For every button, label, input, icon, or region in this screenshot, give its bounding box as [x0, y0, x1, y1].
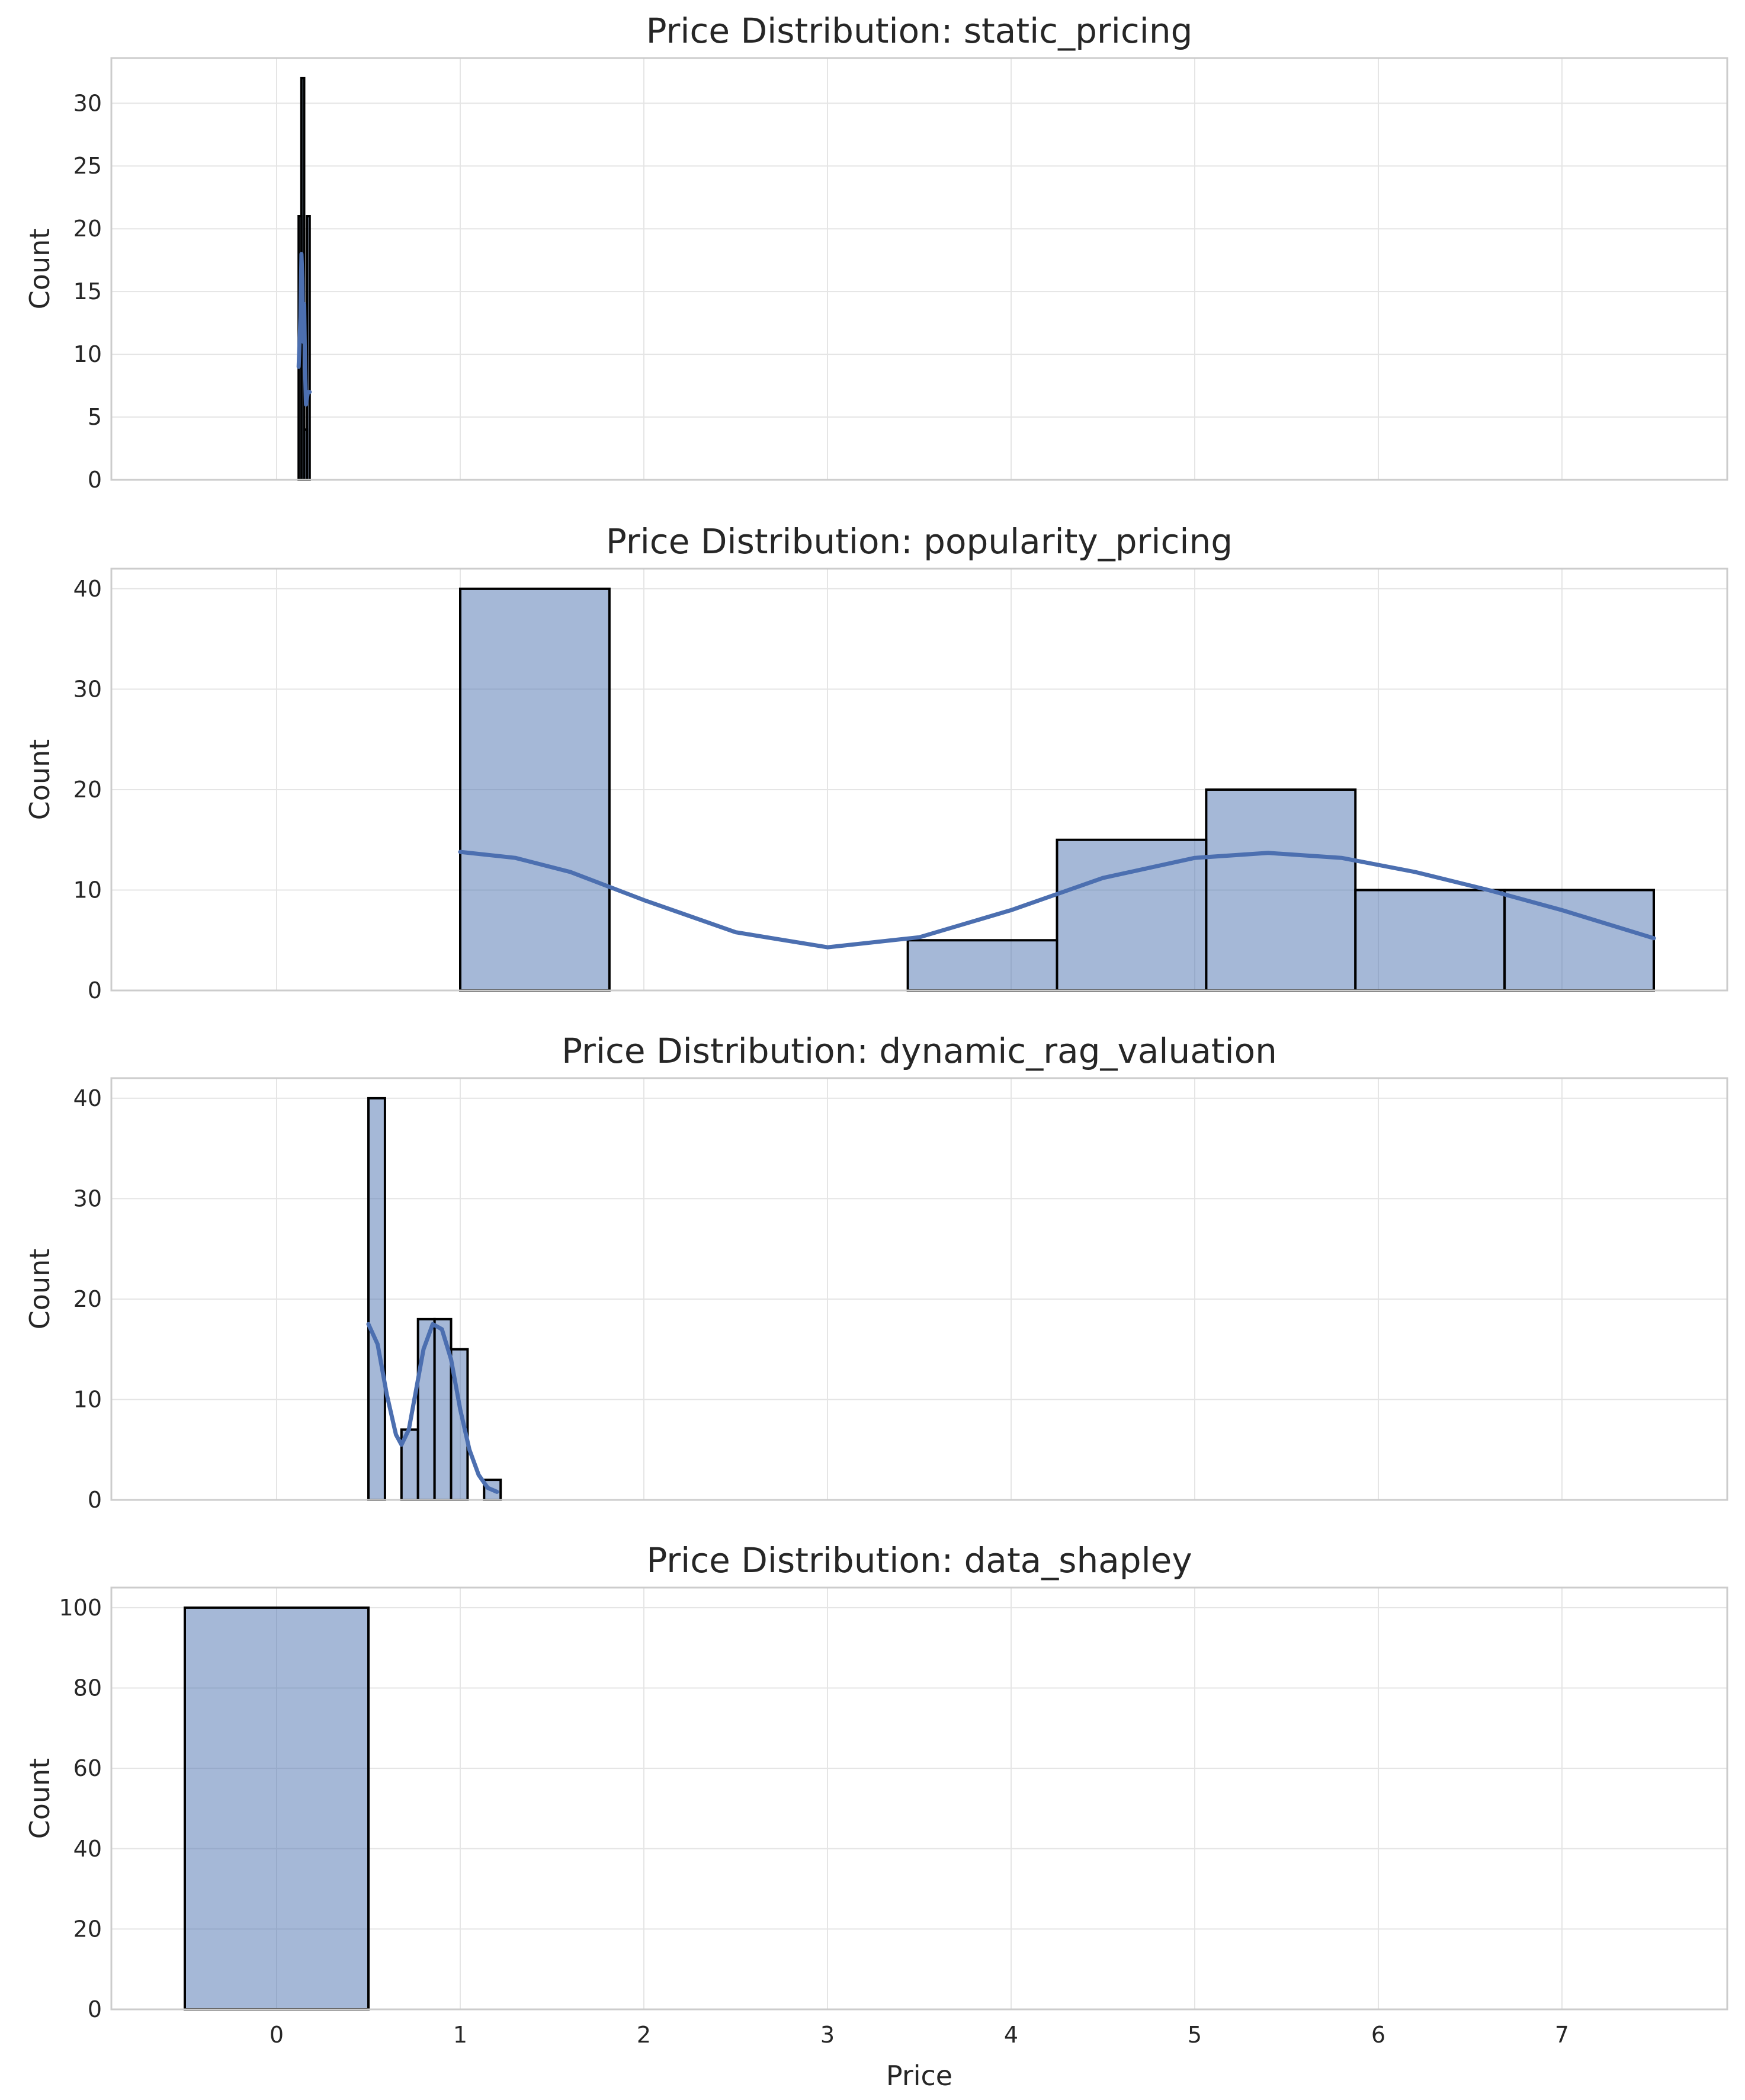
panel-title: Price Distribution: popularity_pricing: [606, 521, 1233, 562]
histogram-bar: [1354, 889, 1506, 992]
histogram-bar: [184, 1606, 370, 2011]
y-tick-label: 5: [88, 404, 102, 430]
panel-2: 0 10 20 30 40 Price Distribution: popularity_…: [24, 521, 1728, 1003]
y-axis-label: Count: [24, 739, 56, 820]
y-tick-label: 40: [73, 1085, 102, 1111]
x-tick-label: 4: [1004, 2022, 1018, 2048]
y-tick-label: 100: [59, 1595, 102, 1621]
panel-title: Price Distribution: static_pricing: [646, 11, 1193, 51]
y-tick-label: 30: [73, 676, 102, 702]
y-tick-label: 20: [73, 1916, 102, 1942]
histogram-bar: [367, 1097, 386, 1501]
y-tick-label: 0: [88, 1487, 102, 1513]
y-tick-label: 80: [73, 1675, 102, 1701]
y-tick-label: 40: [73, 1836, 102, 1862]
y-tick-label: 0: [88, 977, 102, 1003]
histogram-bar: [1056, 838, 1208, 992]
y-axis-label: Count: [24, 1249, 56, 1330]
histogram-bar: [1205, 788, 1357, 992]
x-tick-label: 7: [1555, 2022, 1569, 2048]
panel-title: Price Distribution: dynamic_rag_valuatio…: [562, 1031, 1277, 1071]
kde-curve: [366, 1322, 499, 1494]
y-tick-label: 25: [73, 153, 102, 179]
y-tick-label: 20: [73, 777, 102, 803]
x-tick-label: 6: [1371, 2022, 1385, 2048]
x-tick-label: 5: [1188, 2022, 1202, 2048]
y-tick-label: 40: [73, 576, 102, 602]
y-tick-label: 0: [88, 1996, 102, 2022]
x-axis-label: Price: [886, 2060, 952, 2092]
y-tick-label: 20: [73, 216, 102, 242]
kde-curve: [296, 252, 312, 407]
y-tick-label: 30: [73, 90, 102, 116]
plot-frame: [110, 57, 1728, 481]
x-tick-label: 1: [453, 2022, 467, 2048]
histogram-bar: [459, 587, 611, 992]
x-tick-label: 0: [270, 2022, 284, 2048]
y-tick-label: 10: [73, 1386, 102, 1412]
y-tick-label: 10: [73, 341, 102, 367]
panel-3: 0 10 20 30 40 Price Distribution: dynamic_rag…: [24, 1031, 1728, 1513]
panel-1: 0 5 10 15 20 25 30 Price Distribution: static_p…: [24, 11, 1728, 493]
y-axis-label: Count: [24, 229, 56, 310]
y-tick-label: 0: [88, 467, 102, 493]
panel-title: Price Distribution: data_shapley: [646, 1540, 1192, 1580]
histogram-bar: [1503, 889, 1655, 992]
plot-frame: [110, 568, 1728, 992]
y-tick-label: 10: [73, 877, 102, 903]
y-axis-label: Count: [24, 1758, 56, 1839]
y-tick-label: 30: [73, 1185, 102, 1211]
y-tick-label: 20: [73, 1286, 102, 1312]
histogram-bar: [306, 215, 311, 481]
plot-frame: [110, 1586, 1728, 2011]
x-tick-label: 3: [820, 2022, 835, 2048]
y-tick-label: 60: [73, 1755, 102, 1781]
kde-curve: [458, 849, 1656, 950]
panel-4: 0 20 40 60 80 100 0 1 2 3 4 5 6 7 Price Distribution: …: [24, 1540, 1728, 2092]
histogram-bar: [906, 939, 1058, 992]
y-tick-label: 15: [73, 278, 102, 304]
plot-frame: [110, 1077, 1728, 1501]
x-tick-label: 2: [637, 2022, 651, 2048]
